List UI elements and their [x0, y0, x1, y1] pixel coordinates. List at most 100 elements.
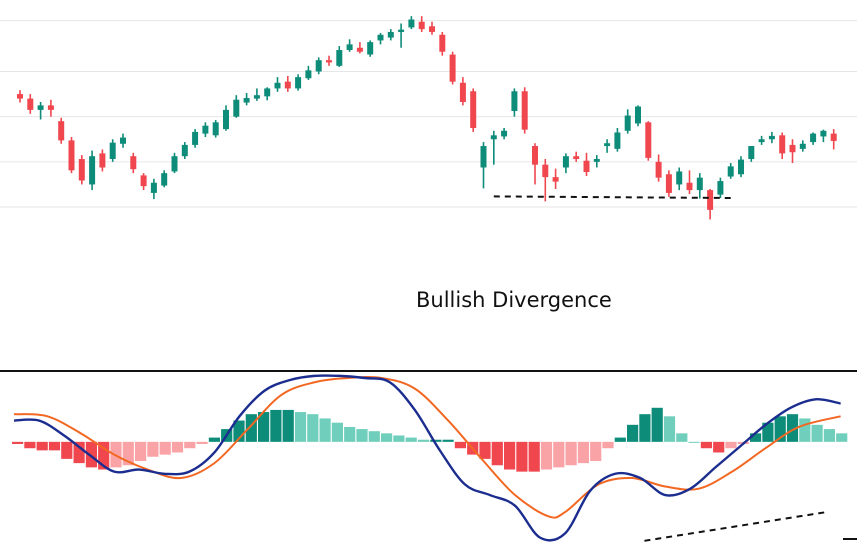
- candle-body: [676, 171, 683, 185]
- candle-body: [635, 106, 641, 124]
- candle-body: [810, 133, 817, 143]
- histogram-bar: [171, 441, 184, 453]
- candle-body: [295, 77, 302, 89]
- candle-body: [150, 182, 157, 193]
- candle-body: [799, 143, 806, 149]
- candle-body: [223, 109, 229, 130]
- histogram-bar: [356, 429, 368, 442]
- candle-body: [707, 190, 714, 210]
- candle-body: [233, 99, 240, 117]
- candle-body: [717, 181, 724, 195]
- macd-lines: [13, 374, 841, 542]
- histogram-bar: [61, 441, 73, 459]
- histogram-bar: [73, 441, 85, 464]
- candle-body: [336, 50, 343, 66]
- histogram-bar: [577, 441, 589, 464]
- candle-body: [449, 54, 456, 82]
- price-grid: [0, 20, 857, 208]
- candle-body: [758, 139, 765, 143]
- candle-body: [439, 34, 446, 52]
- histogram-bar: [713, 441, 725, 453]
- histogram-bar: [147, 441, 159, 457]
- candle-body: [192, 131, 199, 145]
- candle-body: [552, 177, 559, 182]
- candle-body: [181, 144, 188, 157]
- histogram-bar: [627, 424, 639, 442]
- candle-body: [470, 91, 477, 128]
- histogram-bar: [430, 439, 442, 442]
- macd-divergence-dash: [644, 511, 827, 542]
- histogram-bar: [786, 414, 799, 442]
- candle-body: [284, 81, 291, 89]
- histogram-bar: [528, 441, 540, 472]
- histogram-bar: [48, 441, 61, 451]
- candle-body: [459, 82, 466, 102]
- candle-body: [264, 88, 271, 97]
- histogram-bar: [602, 441, 614, 449]
- candle-body: [686, 182, 693, 191]
- histogram-bar: [823, 429, 835, 442]
- histogram-bar: [614, 437, 626, 442]
- candle-body: [130, 156, 137, 170]
- histogram-bar: [294, 412, 307, 442]
- candle-body: [58, 121, 65, 141]
- candle-body: [768, 135, 775, 140]
- histogram-bar: [233, 420, 245, 442]
- candle-body: [542, 164, 549, 178]
- candle-body: [624, 115, 631, 131]
- candle-body: [89, 156, 96, 185]
- candle-body: [820, 130, 827, 137]
- histogram-bar: [245, 414, 257, 442]
- candle-body: [521, 91, 528, 130]
- candle-body: [738, 159, 744, 175]
- histogram-bar: [565, 441, 577, 466]
- candle-body: [696, 177, 703, 191]
- candle-body: [665, 174, 672, 193]
- candle-body: [532, 146, 538, 165]
- candle-body: [830, 133, 837, 141]
- candle-body: [47, 105, 54, 110]
- histogram-bar: [344, 426, 356, 442]
- histogram-bar: [381, 433, 393, 442]
- histogram-bar: [504, 441, 516, 470]
- candle-body: [140, 175, 147, 187]
- histogram-bar: [811, 424, 823, 442]
- candle-body: [511, 91, 518, 112]
- histogram-bar: [479, 441, 491, 459]
- candle-body: [501, 130, 508, 137]
- histogram-bar: [98, 441, 110, 470]
- candle-body: [779, 135, 786, 154]
- histogram-bar: [393, 435, 405, 442]
- candle-body: [37, 105, 44, 110]
- candle-body: [346, 44, 353, 51]
- histogram-bar: [836, 433, 848, 442]
- candle-body: [171, 156, 178, 172]
- candle-body: [387, 31, 394, 38]
- histogram-bar: [750, 433, 762, 442]
- histogram-bar: [553, 441, 565, 468]
- histogram-bar: [282, 409, 294, 442]
- histogram-bar: [319, 418, 331, 442]
- candle-body: [17, 94, 23, 99]
- candle-body: [573, 156, 580, 160]
- candle-body: [593, 159, 600, 162]
- candle-body: [109, 142, 116, 160]
- candle-body: [418, 21, 425, 30]
- candle-body: [727, 166, 734, 177]
- histogram-bar: [651, 407, 663, 442]
- candle-body: [356, 47, 363, 52]
- histogram-bar: [24, 441, 36, 449]
- candle-body: [68, 140, 75, 171]
- candle-body: [748, 146, 755, 160]
- histogram-bar: [590, 441, 602, 461]
- histogram-bar: [725, 441, 737, 449]
- candle-body: [655, 161, 662, 178]
- histogram-bar: [307, 414, 319, 442]
- histogram-bar: [491, 441, 503, 466]
- candle-body: [367, 42, 374, 55]
- candle-body: [202, 125, 209, 134]
- histogram-bar: [417, 439, 430, 442]
- histogram-bar: [196, 441, 208, 444]
- candle-body: [253, 95, 260, 99]
